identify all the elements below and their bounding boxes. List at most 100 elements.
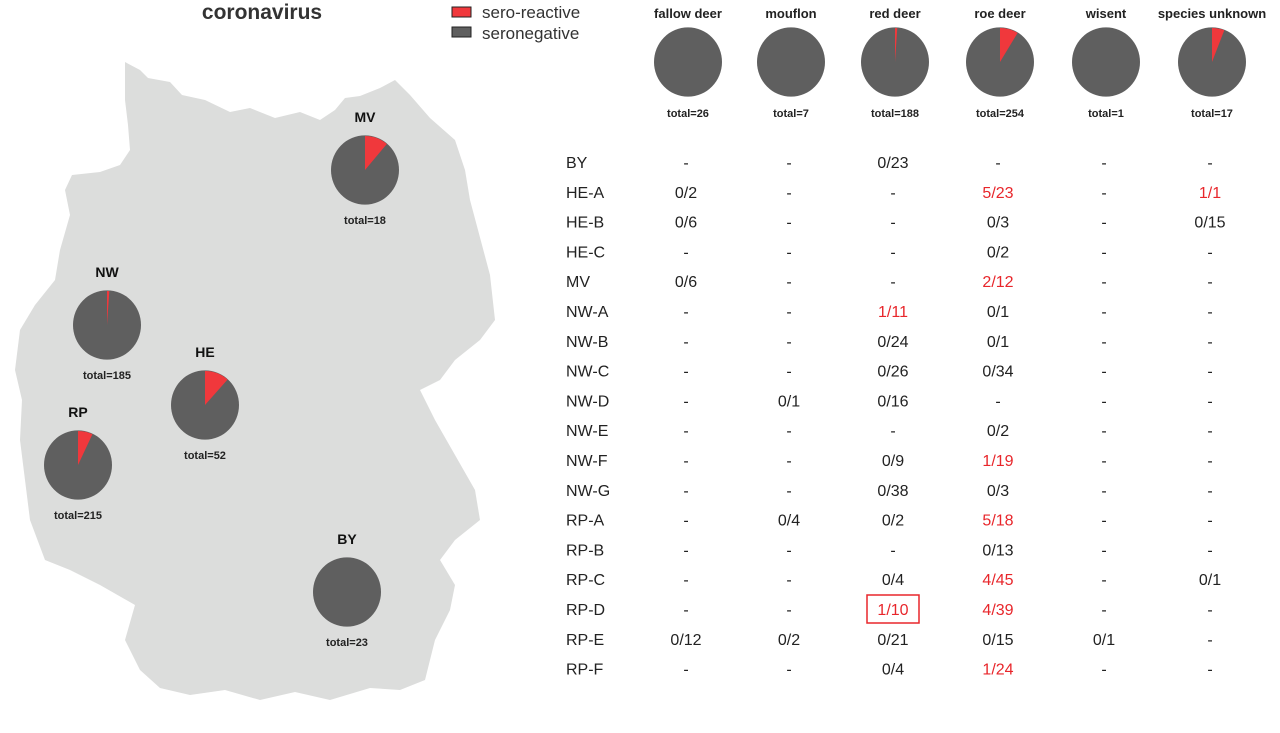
table-cell: - — [1101, 483, 1106, 500]
table-cell: - — [786, 215, 791, 232]
table-cell: - — [683, 244, 688, 261]
table-cell: - — [683, 602, 688, 619]
row-label: RP-B — [566, 542, 604, 559]
species-header: fallow deer — [654, 6, 722, 21]
row-label: NW-D — [566, 393, 609, 410]
pie-slice-sero-reactive — [107, 291, 110, 325]
table-cell: - — [786, 572, 791, 589]
table-cell: - — [786, 274, 791, 291]
region-total-label: total=185 — [83, 370, 131, 382]
region-total-label: total=215 — [54, 510, 102, 522]
pie-slice-sero-reactive — [895, 28, 898, 62]
species-header: red deer — [869, 6, 920, 21]
table-cell: - — [890, 423, 895, 440]
table-cell: - — [683, 542, 688, 559]
legend-label-sero-reactive: sero-reactive — [482, 3, 580, 22]
pie-slice-sero-reactive — [205, 371, 228, 405]
species-pie — [966, 27, 1034, 97]
table-cell: 0/1 — [987, 304, 1009, 321]
table-cell: - — [1101, 155, 1106, 172]
legend-swatch-sero-reactive — [451, 6, 472, 18]
species-total-label: total=1 — [1088, 108, 1124, 120]
table-cell: - — [1207, 393, 1212, 410]
table-cell: 4/39 — [982, 602, 1013, 619]
table-cell: 1/11 — [878, 304, 908, 321]
species-pie — [757, 27, 825, 97]
table-cell: 0/13 — [982, 542, 1013, 559]
table-cell: - — [683, 453, 688, 470]
region-label: MV — [355, 109, 377, 125]
table-cell: - — [1207, 304, 1212, 321]
table-cell: 0/1 — [778, 393, 800, 410]
table-cell: 0/1 — [1093, 632, 1115, 649]
legend-swatch-seronegative — [451, 26, 472, 38]
table-cell: - — [1101, 185, 1106, 202]
species-pie — [1072, 27, 1140, 97]
table-cell: - — [1207, 632, 1212, 649]
table-cell: 0/12 — [670, 632, 701, 649]
row-label: HE-B — [566, 215, 604, 232]
pie-slice-sero-reactive — [1212, 28, 1225, 62]
species-total-label: total=254 — [976, 108, 1025, 120]
table-cell: 0/38 — [877, 483, 908, 500]
table-cell: 0/4 — [882, 572, 904, 589]
table-cell: - — [683, 513, 688, 530]
table-cell: 1/24 — [982, 662, 1013, 679]
row-label: MV — [566, 274, 590, 291]
table-cell: 0/24 — [877, 334, 908, 351]
table-cell: 0/16 — [877, 393, 908, 410]
table-cell: - — [786, 453, 791, 470]
highlight-box — [866, 594, 920, 624]
species-header: wisent — [1085, 6, 1127, 21]
species-header: roe deer — [974, 6, 1025, 21]
region-pie-RP — [44, 430, 112, 500]
chart-title: coronavirus — [202, 1, 322, 24]
table-cell: - — [890, 185, 895, 202]
table-cell: - — [786, 304, 791, 321]
table-cell: - — [683, 334, 688, 351]
region-total-label: total=52 — [184, 450, 226, 462]
table-cell: - — [1101, 244, 1106, 261]
table-cell: - — [786, 334, 791, 351]
table-cell: - — [995, 393, 1000, 410]
table-cell: 0/23 — [877, 155, 908, 172]
table-cell: - — [890, 542, 895, 559]
table-cell: - — [1101, 453, 1106, 470]
species-header: mouflon — [765, 6, 816, 21]
table-cell: - — [1101, 513, 1106, 530]
table-cell: 0/2 — [778, 632, 800, 649]
table-cell: 0/1 — [987, 334, 1009, 351]
table-cell: - — [786, 662, 791, 679]
table-cell: - — [683, 393, 688, 410]
table-cell: - — [1101, 393, 1106, 410]
region-pie-MV — [331, 135, 399, 205]
species-pie — [1178, 27, 1246, 97]
table-cell: 0/21 — [877, 632, 908, 649]
table-cell: 0/6 — [675, 215, 697, 232]
table-cell: - — [1207, 364, 1212, 381]
table-cell: - — [1101, 542, 1106, 559]
species-header: species unknown — [1158, 6, 1266, 21]
table-cell: 5/18 — [982, 513, 1013, 530]
table-cell: - — [786, 602, 791, 619]
row-label: HE-A — [566, 185, 605, 202]
species-pie — [861, 27, 929, 97]
row-label: RP-F — [566, 662, 604, 679]
table-cell: 0/3 — [987, 215, 1009, 232]
row-label: HE-C — [566, 244, 605, 261]
table-cell: - — [1207, 602, 1212, 619]
region-label: BY — [337, 531, 357, 547]
table-cell: - — [890, 274, 895, 291]
table-cell: - — [995, 155, 1000, 172]
table-cell: - — [1207, 423, 1212, 440]
table-cell: - — [683, 572, 688, 589]
table-cell: 0/2 — [882, 513, 904, 530]
table-cell: - — [1101, 423, 1106, 440]
table-cell: - — [1101, 602, 1106, 619]
table-cell: 0/26 — [877, 364, 908, 381]
table-cell: - — [1101, 662, 1106, 679]
region-label: NW — [95, 264, 119, 280]
row-label: NW-G — [566, 483, 610, 500]
table-cell: - — [1207, 453, 1212, 470]
